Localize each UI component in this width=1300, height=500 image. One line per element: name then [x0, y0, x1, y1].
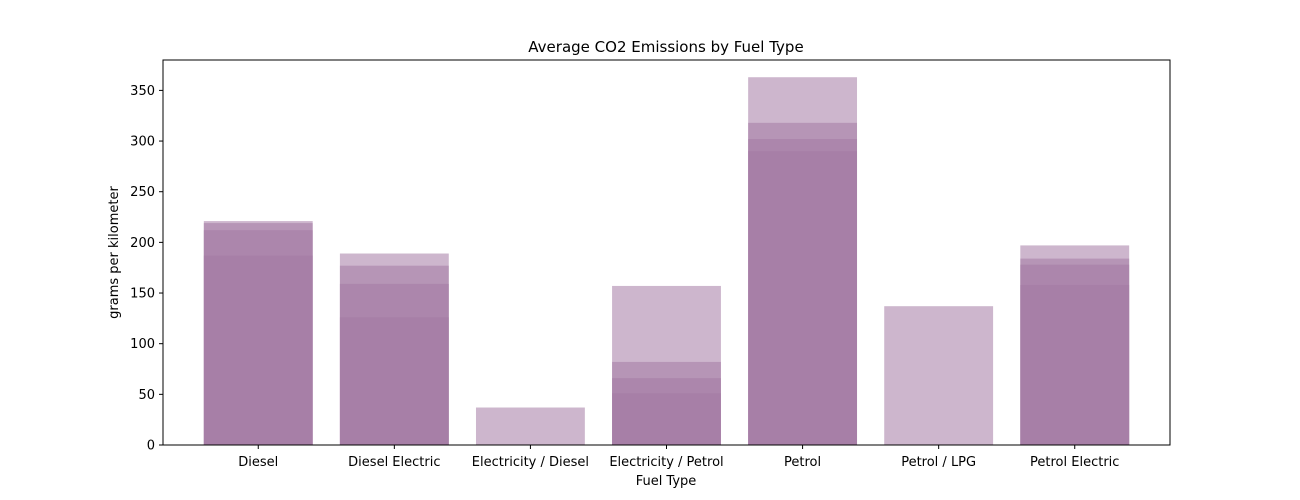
- y-tick-label: 50: [138, 388, 155, 403]
- chart-title: Average CO2 Emissions by Fuel Type: [528, 38, 803, 56]
- y-axis: 0 50 100 150 200 250 300 350: [130, 84, 163, 454]
- bar-diesel-electric-layer-3: [339, 317, 449, 445]
- x-tick-label: Diesel Electric: [348, 455, 440, 470]
- x-axis-label: Fuel Type: [636, 474, 697, 489]
- y-tick-label: 100: [130, 337, 155, 352]
- x-tick-label: Petrol: [784, 455, 821, 470]
- bar-petrol-layer-3: [748, 151, 858, 445]
- x-tick-label: Diesel: [238, 455, 278, 470]
- bar-electricity-diesel-layer-0: [475, 407, 585, 445]
- y-tick-label: 150: [130, 287, 155, 302]
- x-tick-label: Petrol / LPG: [901, 455, 976, 470]
- y-tick-label: 200: [130, 236, 155, 251]
- x-axis: Diesel Diesel Electric Electricity / Diese…: [238, 445, 1119, 470]
- y-tick-label: 250: [130, 185, 155, 200]
- x-tick-label: Petrol Electric: [1030, 455, 1119, 470]
- y-tick-label: 350: [130, 84, 155, 99]
- y-axis-label: grams per kilometer: [107, 186, 122, 319]
- y-tick-label: 300: [130, 135, 155, 150]
- y-tick-label: 0: [147, 439, 155, 454]
- bar-diesel-layer-3: [203, 255, 313, 445]
- bar-electricity-petrol-layer-3: [612, 393, 721, 445]
- bars-group: [203, 77, 1130, 446]
- bar-petrol-lpg-layer-0: [884, 306, 994, 445]
- x-tick-label: Electricity / Petrol: [609, 455, 723, 470]
- bar-petrol-electric-layer-3: [1020, 284, 1130, 445]
- x-tick-label: Electricity / Diesel: [472, 455, 589, 470]
